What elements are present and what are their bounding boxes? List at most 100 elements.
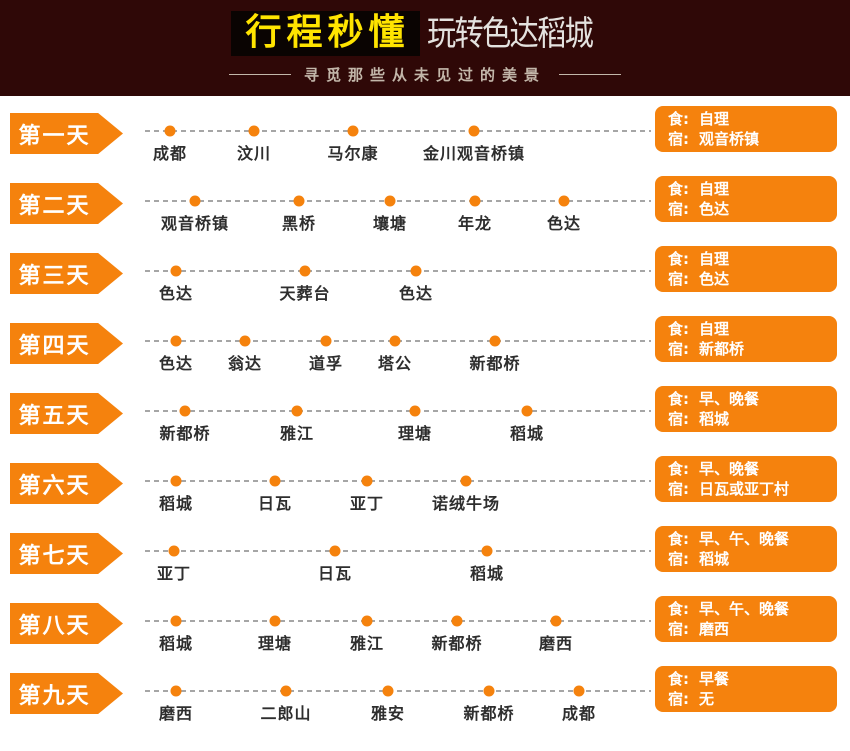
meal-stay-box: 食: 早、午、晚餐 宿: 磨西 (655, 596, 837, 642)
meal-value: 早、午、晚餐 (699, 530, 790, 548)
route-stop-dot (409, 405, 421, 417)
meal-label: 食: (668, 600, 689, 618)
route-stop-dot (558, 195, 570, 207)
subtitle-text: 寻觅那些从未见过的美景 (303, 66, 546, 84)
stay-label: 宿: (668, 620, 689, 638)
route-stop-dot (239, 335, 251, 347)
stop-label: 磨西 (538, 634, 574, 653)
route-dashed-line (145, 550, 651, 552)
stop-label: 色达 (158, 354, 194, 373)
day-badge: 第八天 (10, 603, 123, 644)
stay-label: 宿: (668, 130, 689, 148)
day-row: 第六天 稻城 日瓦 亚丁 诺绒牛场 食: 早、晚餐 宿: 日瓦或亚丁村 (0, 456, 850, 526)
stop-label: 理塘 (397, 424, 433, 443)
route-stop-dot (299, 265, 311, 277)
stop-label: 稻城 (469, 564, 505, 583)
route-stop-dot (361, 615, 373, 627)
title-rest: 玩转色达稻城 (426, 13, 594, 54)
day-badge: 第二天 (10, 183, 123, 224)
stop-label: 日瓦 (317, 564, 353, 583)
stay-label: 宿: (668, 270, 689, 288)
header: 行程秒懂 玩转色达稻城 寻觅那些从未见过的美景 (0, 0, 850, 96)
stop-label: 金川观音桥镇 (422, 144, 526, 163)
route-stop-dot (481, 545, 493, 557)
meal-stay-box: 食: 早、午、晚餐 宿: 稻城 (655, 526, 837, 572)
route-stop-dot (280, 685, 292, 697)
stop-label: 亚丁 (156, 564, 192, 583)
stay-label: 宿: (668, 200, 689, 218)
stop-label: 雅安 (370, 704, 406, 723)
route-stop-dot (170, 265, 182, 277)
route-stop-dot (269, 475, 281, 487)
meal-stay-box: 食: 自理 宿: 观音桥镇 (655, 106, 837, 152)
stop-label: 雅江 (349, 634, 385, 653)
stop-label: 马尔康 (327, 144, 379, 163)
meal-label: 食: (668, 110, 689, 128)
day-row: 第五天 新都桥 雅江 理塘 稻城 食: 早、晚餐 宿: 稻城 (0, 386, 850, 456)
meal-label: 食: (668, 670, 689, 688)
day-row: 第四天 色达 翁达 道孚 塔公 新都桥 食: 自理 宿: 新都桥 (0, 316, 850, 386)
stop-label: 新都桥 (469, 354, 521, 373)
route-stop-dot (468, 125, 480, 137)
stay-value: 稻城 (699, 410, 730, 428)
stay-label: 宿: (668, 410, 689, 428)
subtitle: 寻觅那些从未见过的美景 (0, 64, 850, 85)
route-stop-dot (170, 335, 182, 347)
route-dashed-line (145, 690, 651, 692)
stop-label: 理塘 (257, 634, 293, 653)
stop-label: 翁达 (227, 354, 263, 373)
day-row: 第一天 成都 汶川 马尔康 金川观音桥镇 食: 自理 宿: 观音桥镇 (0, 106, 850, 176)
stop-label: 雅江 (279, 424, 315, 443)
meal-stay-box: 食: 早餐 宿: 无 (655, 666, 837, 712)
route-stop-dot (451, 615, 463, 627)
route-stop-dot (170, 475, 182, 487)
route-stop-dot (573, 685, 585, 697)
stop-label: 新都桥 (463, 704, 515, 723)
day-row: 第八天 稻城 理塘 雅江 新都桥 磨西 食: 早、午、晚餐 宿: 磨西 (0, 596, 850, 666)
stop-label: 稻城 (158, 634, 194, 653)
stop-label: 黑桥 (281, 214, 317, 233)
meal-label: 食: (668, 250, 689, 268)
day-badge: 第六天 (10, 463, 123, 504)
route-stop-dot (384, 195, 396, 207)
day-badge: 第五天 (10, 393, 123, 434)
meal-value: 自理 (699, 250, 730, 268)
stop-label: 道孚 (308, 354, 344, 373)
route-stop-dot (361, 475, 373, 487)
day-badge: 第四天 (10, 323, 123, 364)
stop-label: 成都 (152, 144, 188, 163)
route-stop-dot (164, 125, 176, 137)
route-stop-dot (489, 335, 501, 347)
route-dashed-line (145, 410, 651, 412)
route-stop-dot (521, 405, 533, 417)
route-dashed-line (145, 620, 651, 622)
stop-label: 色达 (398, 284, 434, 303)
route-stop-dot (382, 685, 394, 697)
meal-label: 食: (668, 320, 689, 338)
stop-label: 日瓦 (257, 494, 293, 513)
stop-label: 壤塘 (372, 214, 408, 233)
day-badge: 第九天 (10, 673, 123, 714)
meal-stay-box: 食: 自理 宿: 色达 (655, 176, 837, 222)
route-stop-dot (189, 195, 201, 207)
title-highlight: 行程秒懂 (231, 11, 420, 56)
route-stop-dot (469, 195, 481, 207)
subtitle-left-line (228, 74, 291, 75)
route-stop-dot (170, 685, 182, 697)
meal-label: 食: (668, 530, 689, 548)
meal-value: 早、晚餐 (699, 390, 760, 408)
stop-label: 汶川 (236, 144, 272, 163)
route-stop-dot (329, 545, 341, 557)
meal-value: 早、晚餐 (699, 460, 760, 478)
stay-value: 色达 (699, 270, 730, 288)
route-stop-dot (269, 615, 281, 627)
stop-label: 塔公 (377, 354, 413, 373)
stop-label: 色达 (546, 214, 582, 233)
stay-value: 新都桥 (699, 340, 745, 358)
route-stop-dot (320, 335, 332, 347)
route-stop-dot (460, 475, 472, 487)
stay-label: 宿: (668, 340, 689, 358)
stay-label: 宿: (668, 480, 689, 498)
stop-label: 天葬台 (279, 284, 331, 303)
page-title: 行程秒懂 玩转色达稻城 (0, 11, 850, 56)
